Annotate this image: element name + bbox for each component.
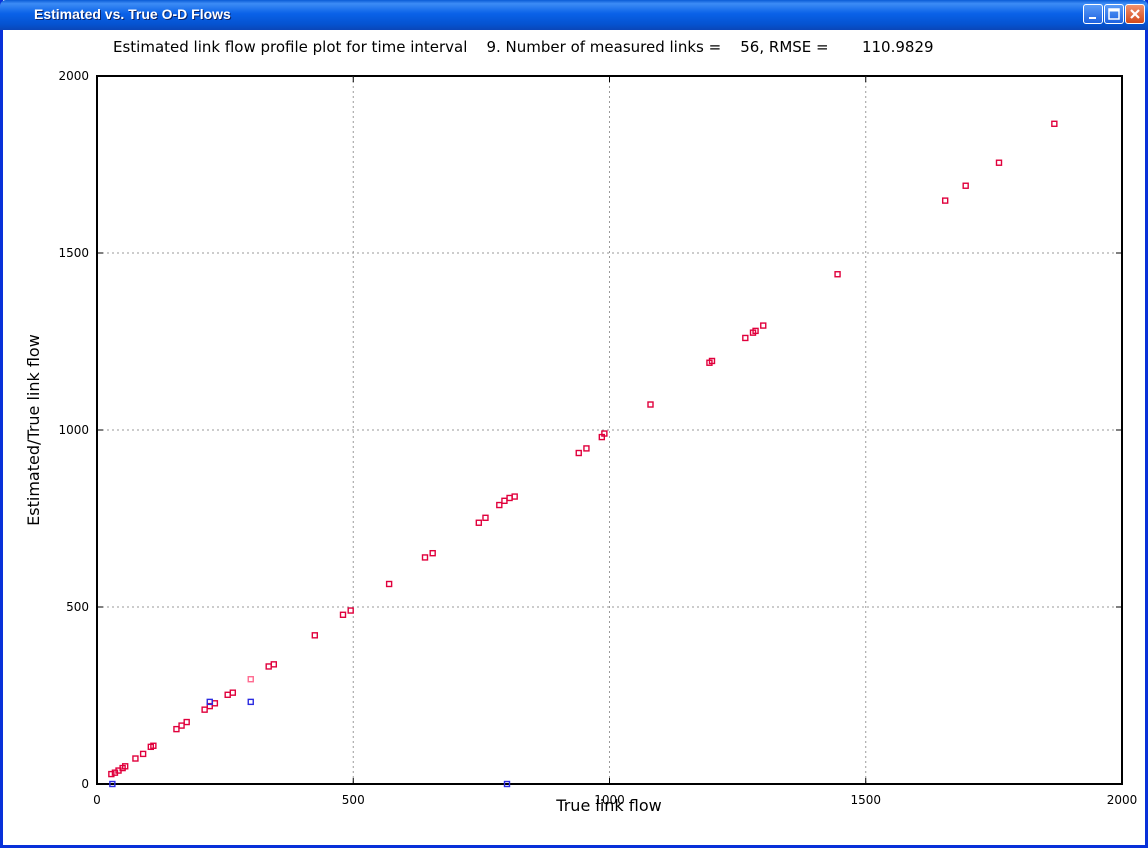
y-axis-label: Estimated/True link flow xyxy=(24,334,43,526)
data-point xyxy=(647,401,654,408)
data-point xyxy=(201,706,208,713)
data-point xyxy=(121,763,129,770)
data-point xyxy=(752,327,759,335)
data-point xyxy=(583,445,590,452)
data-point xyxy=(708,357,716,365)
data-point xyxy=(108,770,115,778)
close-button[interactable] xyxy=(1125,4,1145,24)
y-tick-label: 0 xyxy=(81,777,89,791)
minimize-icon xyxy=(1089,17,1096,19)
minimize-button[interactable] xyxy=(1083,4,1103,24)
data-point xyxy=(270,661,278,668)
data-point xyxy=(429,549,436,557)
title-bar[interactable]: Estimated vs. True O-D Flows xyxy=(0,0,1148,30)
x-tick-label: 2000 xyxy=(1107,793,1138,807)
data-point xyxy=(496,501,503,509)
x-tick-label: 0 xyxy=(93,793,101,807)
data-point xyxy=(347,607,354,614)
axis-ticks: 0 500 1000 1500 2000 0 500 1000 1500 2000 xyxy=(58,69,1137,807)
data-point xyxy=(109,780,116,788)
y-tick-label: 1500 xyxy=(58,246,89,260)
data-point xyxy=(247,676,254,683)
data-point xyxy=(511,493,518,500)
x-tick-label: 500 xyxy=(342,793,365,807)
grid xyxy=(97,76,1122,784)
y-tick-label: 500 xyxy=(66,600,89,614)
window-title: Estimated vs. True O-D Flows xyxy=(34,6,231,22)
data-point xyxy=(229,689,237,696)
data-point xyxy=(421,554,429,561)
data-point xyxy=(206,698,213,706)
maximize-icon xyxy=(1108,8,1120,20)
data-point xyxy=(475,519,483,526)
data-point xyxy=(601,430,608,437)
data-point xyxy=(183,718,190,726)
data-point xyxy=(482,514,489,521)
chart-header: Estimated link flow profile plot for tim… xyxy=(113,38,934,56)
data-markers xyxy=(108,120,1058,788)
data-point xyxy=(760,322,767,329)
data-point xyxy=(311,632,319,639)
data-point xyxy=(132,755,139,762)
data-point xyxy=(941,197,949,204)
data-point xyxy=(575,449,582,457)
data-point xyxy=(503,780,511,788)
y-tick-label: 2000 xyxy=(58,69,89,83)
scatter-chart: Estimated link flow profile plot for tim… xyxy=(24,38,1137,815)
data-point xyxy=(247,698,254,706)
data-point xyxy=(178,722,185,729)
data-point xyxy=(339,611,347,618)
x-axis-label: True link flow xyxy=(555,796,661,815)
data-point xyxy=(834,271,841,278)
data-point xyxy=(995,159,1003,166)
x-tick-label: 1000 xyxy=(594,793,625,807)
close-icon xyxy=(1130,9,1140,19)
data-point xyxy=(1051,120,1058,127)
data-point xyxy=(962,182,969,189)
data-point xyxy=(385,580,393,588)
y-tick-label: 1000 xyxy=(58,423,89,437)
data-point xyxy=(173,725,180,733)
data-point xyxy=(150,742,157,749)
maximize-button[interactable] xyxy=(1104,4,1124,24)
data-point xyxy=(139,750,147,758)
x-tick-label: 1500 xyxy=(850,793,881,807)
data-point xyxy=(742,334,749,342)
